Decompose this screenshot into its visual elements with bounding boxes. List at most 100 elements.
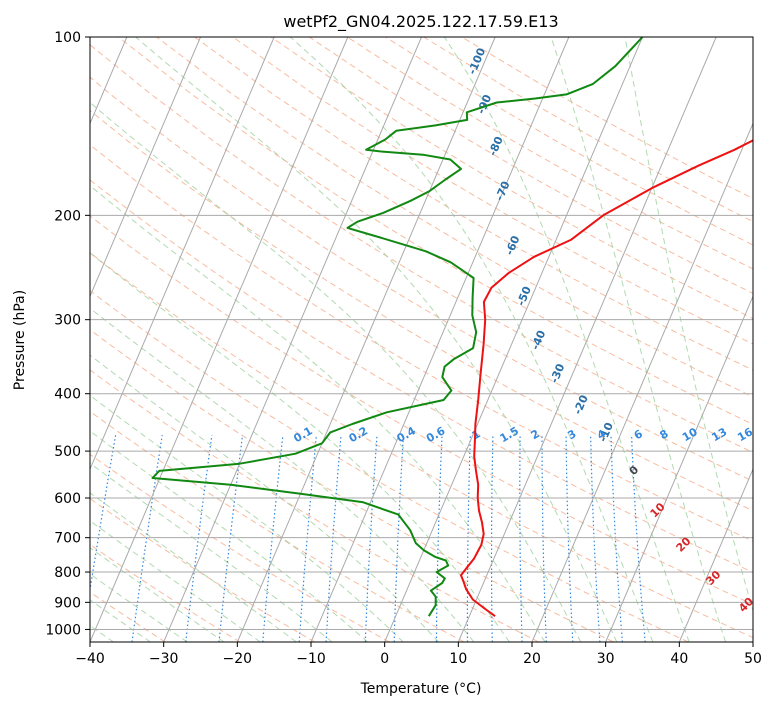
isotherm-line (457, 37, 717, 642)
mixing-ratio-label: 0.1 (291, 424, 314, 445)
mixing-ratio-line (590, 435, 601, 642)
moist-adiabat-line (90, 252, 510, 642)
isotherm-line (236, 37, 496, 642)
mixing-ratio-line (466, 435, 471, 642)
plot-frame (89, 36, 754, 643)
isotherm-label: -60 (503, 233, 523, 257)
dry-adiabat-line (423, 37, 753, 223)
dry-adiabat-line (90, 179, 753, 573)
mixing-ratio-line (610, 435, 623, 642)
mixing-ratio-line (262, 435, 284, 642)
mixing-ratio-label: 16 (735, 425, 755, 444)
x-tick-label: 50 (744, 651, 762, 667)
mixing-ratio-line (490, 435, 494, 642)
mixing-ratio-label: 3 (565, 427, 578, 442)
dry-adiabat-line (270, 37, 753, 320)
moist-adiabat-line (90, 354, 439, 642)
dry-adiabat-line (90, 215, 753, 606)
dry-adiabat-line (90, 410, 465, 642)
moist-adiabat-line (550, 37, 727, 642)
mixing-ratio-label: 2 (529, 427, 542, 442)
moist-adiabat-line (289, 37, 654, 642)
moist-adiabat-line (90, 520, 261, 642)
y-tick-label: 900 (54, 595, 81, 611)
isotherm-label: -50 (514, 284, 534, 308)
moist-adiabat-line (90, 492, 297, 642)
mixing-ratio-line (298, 435, 317, 642)
moist-adiabat-label: 30 (703, 568, 723, 588)
dry-adiabat-line (90, 369, 540, 642)
dry-adiabat-line (232, 37, 753, 345)
mixing-ratio-line (519, 435, 523, 642)
moist-adiabat-line (90, 462, 333, 642)
isotherm-label: -30 (548, 361, 568, 385)
x-tick-label: −20 (223, 651, 253, 667)
dry-adiabat-line (90, 44, 753, 453)
dry-adiabat-line (90, 144, 753, 542)
mixing-ratio-label: 0.2 (347, 424, 370, 445)
y-tick-label: 600 (54, 491, 81, 507)
x-axis-label: Temperature (°C) (360, 681, 482, 697)
moist-adiabat-line (135, 37, 618, 642)
x-axis: −40 −30 −20 −10 0 10 20 30 40 50 (75, 642, 762, 667)
background-lines (90, 37, 753, 642)
x-tick-label: −30 (149, 651, 179, 667)
isotherm-line (605, 295, 753, 642)
moist-adiabat-line (443, 37, 690, 642)
x-tick-label: 30 (597, 651, 615, 667)
moist-adiabat-line (90, 573, 188, 642)
dry-adiabat-line (194, 37, 753, 371)
x-tick-label: 10 (449, 651, 467, 667)
y-tick-label: 1000 (45, 622, 81, 638)
isotherm-line (90, 37, 275, 471)
isotherm-label: -20 (571, 393, 591, 417)
isotherm-label: -80 (486, 134, 506, 158)
moist-adiabat-line (624, 37, 753, 613)
y-tick-label: 800 (54, 565, 81, 581)
dewpoint-line (151, 37, 644, 617)
mixing-ratio-label: 8 (658, 427, 671, 442)
y-tick-label: 100 (54, 30, 81, 46)
dry-adiabat-line (90, 543, 241, 642)
dry-adiabat-line (461, 37, 753, 199)
mixing-ratio-line (218, 435, 244, 642)
dry-adiabat-line (118, 37, 753, 425)
mixing-ratio-line (565, 435, 574, 642)
dry-adiabat-line (385, 37, 753, 246)
moist-adiabat-line (90, 430, 369, 642)
mixing-ratio-line (131, 435, 163, 642)
y-tick-label: 200 (54, 208, 81, 224)
mixing-ratio-label: 6 (632, 427, 645, 442)
mixing-ratio-label: 20 (761, 425, 775, 444)
mixing-ratio-line (541, 435, 547, 642)
moist-adiabat-line (90, 101, 582, 642)
temperature-line (460, 139, 753, 618)
y-tick-label: 400 (54, 387, 81, 403)
isotherm-line (310, 37, 570, 642)
x-tick-label: 40 (670, 651, 688, 667)
mixing-ratio-line (364, 435, 378, 642)
moist-adiabat-line (90, 394, 404, 642)
mixing-ratio-label: 1.5 (498, 424, 521, 445)
mixing-ratio-line (90, 435, 117, 594)
series-layer (151, 37, 753, 618)
dry-adiabat-line (90, 453, 390, 642)
moist-adiabat-label: 0 (627, 463, 642, 478)
mixing-ratio-line (435, 435, 443, 642)
dry-adiabat-line (90, 329, 614, 642)
mixing-ratio-label: 0.4 (395, 424, 419, 445)
mixing-ratio-line (393, 435, 405, 642)
mixing-ratio-line (185, 435, 213, 642)
isotherm-line (163, 37, 422, 642)
moist-adiabat-line (90, 185, 546, 642)
dry-adiabat-line (90, 109, 753, 512)
y-axis: 100 200 300 400 500 600 700 800 900 1000 (45, 30, 90, 638)
y-tick-label: 500 (54, 444, 81, 460)
y-axis-label: Pressure (hPa) (12, 290, 28, 390)
dry-adiabat-line (90, 76, 753, 482)
x-tick-label: 0 (380, 651, 389, 667)
plot-area: -100-90-80-70-60-50-40-30-20-10 0.1 0.2 0.… (90, 37, 775, 642)
x-tick-label: −40 (75, 651, 105, 667)
isotherm-line (90, 37, 201, 298)
